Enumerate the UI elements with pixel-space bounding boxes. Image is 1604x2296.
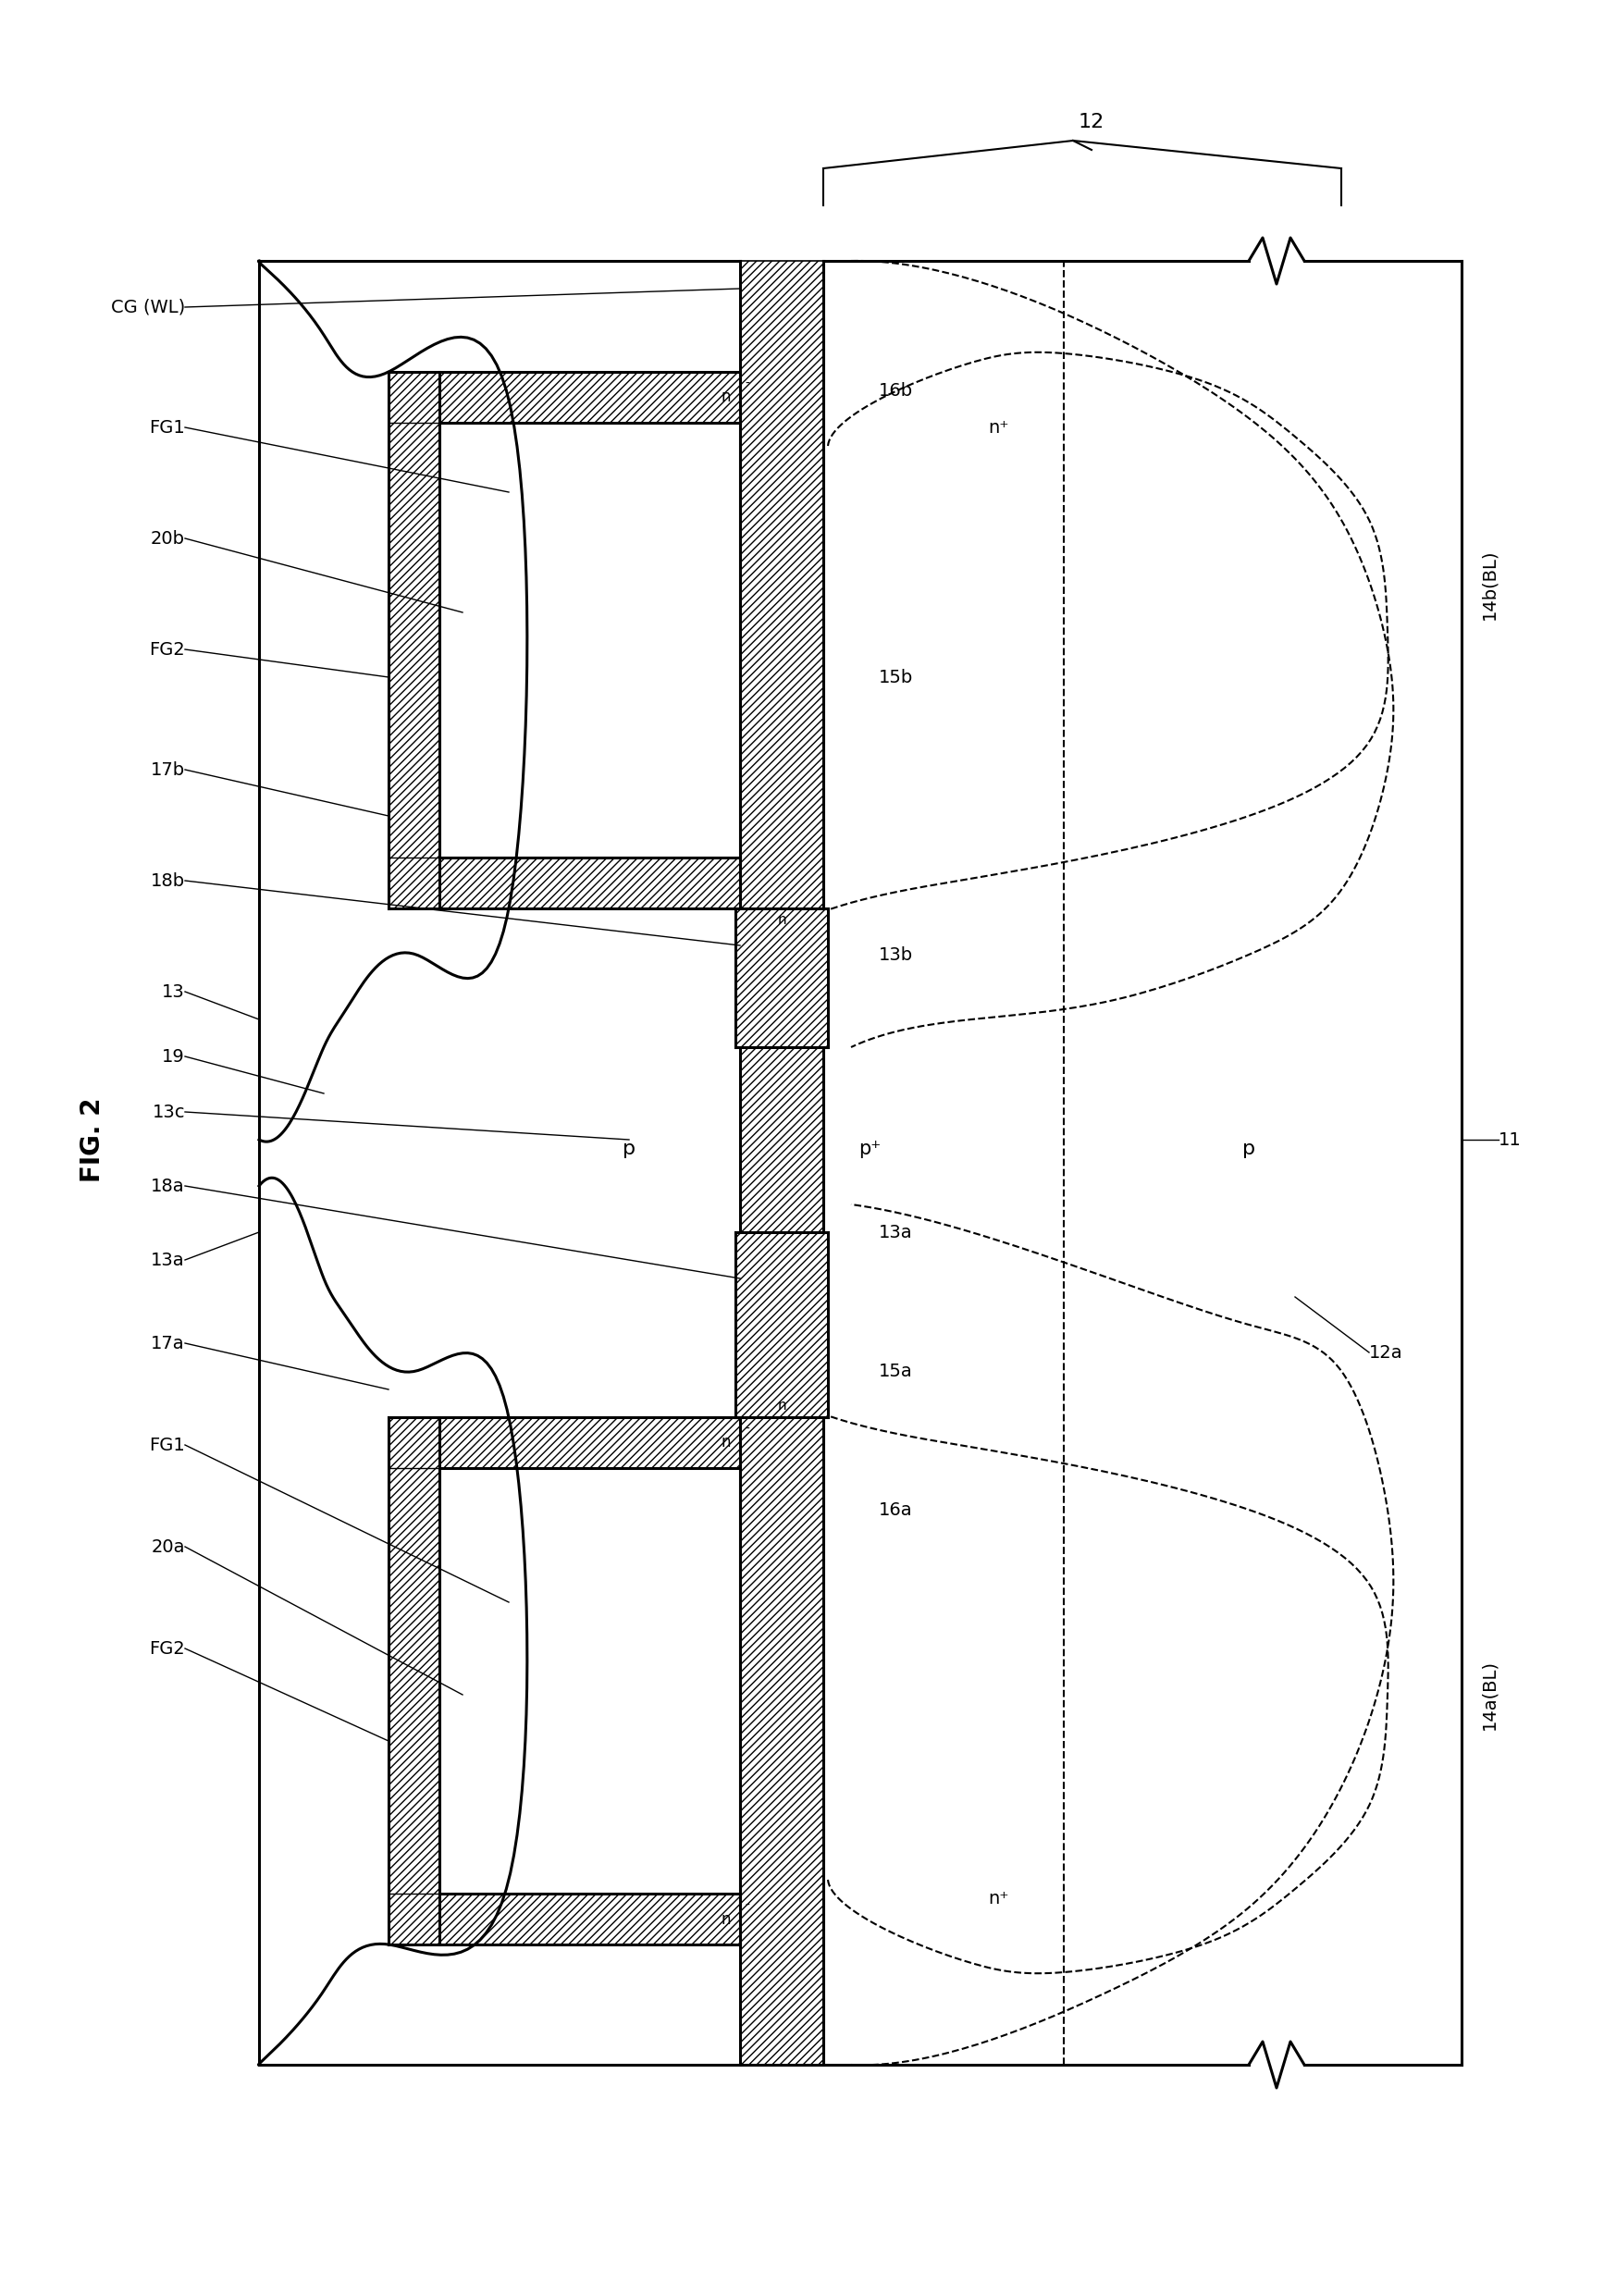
Text: 12a: 12a (1370, 1343, 1404, 1362)
Bar (388, 1417, 739, 1467)
Text: n: n (722, 1910, 731, 1926)
Text: -: - (744, 1899, 749, 1913)
Text: n: n (778, 914, 786, 928)
Text: FG2: FG2 (149, 1639, 184, 1658)
Bar (739, 262, 823, 2064)
Text: 12: 12 (1078, 113, 1105, 131)
Text: 16b: 16b (879, 381, 913, 400)
Bar (735, 909, 828, 1047)
Text: 13: 13 (162, 983, 184, 1001)
Bar (439, 1467, 739, 1894)
Text: -: - (744, 377, 749, 390)
Text: 14b(BL): 14b(BL) (1480, 549, 1498, 620)
Text: 18a: 18a (151, 1178, 184, 1194)
Text: 13a: 13a (151, 1251, 184, 1270)
Text: p⁺: p⁺ (858, 1139, 881, 1157)
Bar (735, 1233, 828, 1417)
Text: n: n (778, 1398, 786, 1412)
Text: 16a: 16a (879, 1502, 913, 1518)
Bar (439, 422, 739, 856)
Text: 20a: 20a (151, 1538, 184, 1554)
Text: p: p (1241, 1139, 1256, 1157)
Text: 13b: 13b (879, 946, 913, 964)
Bar (388, 372, 439, 909)
Text: CG (WL): CG (WL) (111, 298, 184, 317)
Bar (388, 856, 739, 909)
Text: FG2: FG2 (149, 641, 184, 659)
Text: FIG. 2: FIG. 2 (80, 1097, 106, 1182)
Bar (388, 372, 739, 422)
Text: 13c: 13c (152, 1102, 184, 1120)
Bar (388, 1417, 439, 1945)
Text: 11: 11 (1498, 1132, 1522, 1148)
Text: 17b: 17b (151, 760, 184, 778)
Text: FG1: FG1 (149, 418, 184, 436)
Text: n: n (722, 1435, 731, 1451)
Text: FG1: FG1 (149, 1437, 184, 1453)
Text: 20b: 20b (151, 530, 184, 546)
Text: 18b: 18b (151, 872, 184, 889)
Text: 19: 19 (162, 1047, 184, 1065)
Text: 15b: 15b (879, 668, 913, 687)
Text: 17a: 17a (151, 1334, 184, 1352)
Text: -: - (744, 1421, 749, 1435)
Text: n: n (722, 388, 731, 406)
Text: 14a(BL): 14a(BL) (1480, 1660, 1498, 1729)
Text: p: p (622, 1139, 635, 1157)
Text: n⁺: n⁺ (988, 418, 1009, 436)
Text: 13a: 13a (879, 1224, 913, 1240)
Bar (388, 1894, 739, 1945)
Text: 15a: 15a (879, 1362, 913, 1380)
Text: n⁺: n⁺ (988, 1890, 1009, 1908)
